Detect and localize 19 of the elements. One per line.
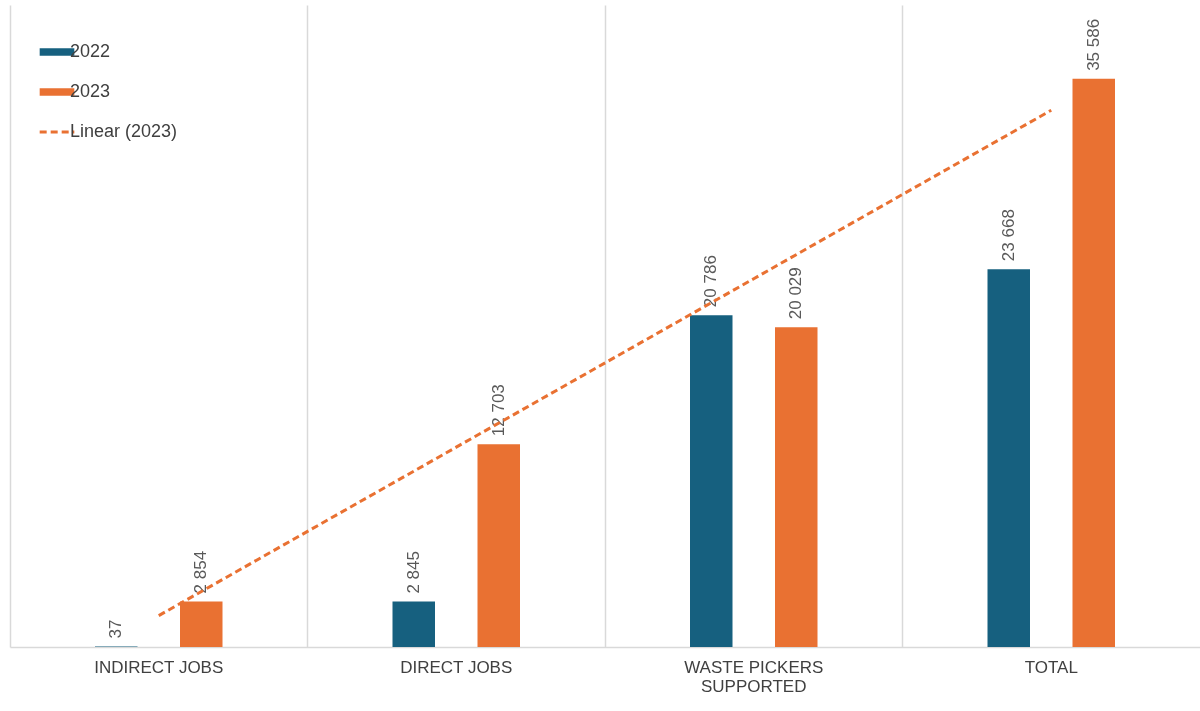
data-label: 2 854 — [191, 550, 211, 594]
x-tick-label: TOTAL — [1024, 657, 1078, 677]
x-tick-label: DIRECT JOBS — [400, 657, 513, 677]
legend-label: 2023 — [70, 81, 111, 101]
bar — [1072, 78, 1115, 647]
bar — [477, 444, 520, 647]
data-label: 20 029 — [786, 267, 806, 320]
data-label: 2 845 — [403, 551, 423, 594]
x-tick-label: WASTE PICKERS SUPPORTED — [684, 657, 824, 696]
data-label: 37 — [106, 619, 126, 639]
data-label: 23 668 — [998, 209, 1018, 262]
legend-label: Linear (2023) — [70, 121, 178, 141]
bar — [775, 327, 818, 647]
legend-label: 2022 — [70, 41, 111, 61]
bar — [690, 315, 733, 647]
data-label: 35 586 — [1083, 18, 1103, 71]
bar — [392, 601, 435, 647]
x-tick-label: INDIRECT JOBS — [94, 657, 224, 677]
bar — [987, 269, 1030, 647]
